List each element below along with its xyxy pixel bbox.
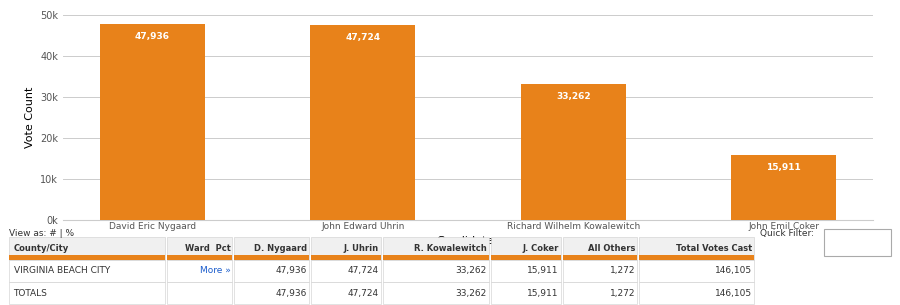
Text: 146,105: 146,105 [716, 266, 752, 275]
X-axis label: Candidates: Candidates [436, 235, 500, 246]
FancyBboxPatch shape [639, 282, 754, 304]
FancyBboxPatch shape [166, 282, 232, 304]
Text: Total Votes Cast: Total Votes Cast [676, 244, 752, 253]
Text: 15,911: 15,911 [527, 289, 559, 298]
FancyBboxPatch shape [382, 255, 489, 260]
Text: TOTALS: TOTALS [14, 289, 48, 298]
FancyBboxPatch shape [491, 282, 561, 304]
Text: 47,936: 47,936 [275, 266, 307, 275]
FancyBboxPatch shape [639, 238, 754, 260]
Text: All Others: All Others [588, 244, 635, 253]
FancyBboxPatch shape [310, 260, 381, 282]
FancyBboxPatch shape [562, 238, 637, 260]
FancyBboxPatch shape [562, 260, 637, 282]
FancyBboxPatch shape [9, 238, 165, 260]
Text: 47,936: 47,936 [135, 32, 170, 41]
FancyBboxPatch shape [9, 255, 165, 260]
Text: 1,272: 1,272 [610, 289, 635, 298]
Text: J. Coker: J. Coker [523, 244, 559, 253]
Text: More »: More » [200, 266, 230, 275]
FancyBboxPatch shape [491, 238, 561, 260]
Bar [100, 24, 205, 220]
Text: 47,936: 47,936 [275, 289, 307, 298]
Text: R. Kowalewitch: R. Kowalewitch [414, 244, 487, 253]
Text: 15,911: 15,911 [766, 163, 801, 172]
FancyBboxPatch shape [824, 229, 891, 256]
Text: 33,262: 33,262 [556, 92, 590, 101]
Bar [520, 84, 625, 220]
FancyBboxPatch shape [382, 238, 489, 260]
FancyBboxPatch shape [234, 255, 309, 260]
Text: County/City: County/City [14, 244, 68, 253]
Bar [310, 24, 416, 220]
FancyBboxPatch shape [310, 255, 381, 260]
FancyBboxPatch shape [639, 260, 754, 282]
Text: 33,262: 33,262 [455, 266, 487, 275]
FancyBboxPatch shape [310, 282, 381, 304]
FancyBboxPatch shape [9, 260, 165, 282]
FancyBboxPatch shape [562, 282, 637, 304]
Text: 146,105: 146,105 [716, 289, 752, 298]
Text: VIRGINIA BEACH CITY: VIRGINIA BEACH CITY [14, 266, 110, 275]
FancyBboxPatch shape [382, 282, 489, 304]
Text: View as: # | %: View as: # | % [9, 229, 74, 238]
Text: Ward  Pct: Ward Pct [184, 244, 230, 253]
Text: 33,262: 33,262 [455, 289, 487, 298]
Text: 47,724: 47,724 [347, 266, 379, 275]
FancyBboxPatch shape [166, 260, 232, 282]
FancyBboxPatch shape [491, 260, 561, 282]
FancyBboxPatch shape [234, 238, 309, 260]
FancyBboxPatch shape [639, 255, 754, 260]
FancyBboxPatch shape [166, 238, 232, 260]
Text: 1,272: 1,272 [610, 266, 635, 275]
FancyBboxPatch shape [382, 260, 489, 282]
Text: D. Nygaard: D. Nygaard [254, 244, 307, 253]
FancyBboxPatch shape [234, 260, 309, 282]
Text: J. Uhrin: J. Uhrin [344, 244, 379, 253]
Text: 47,724: 47,724 [347, 289, 379, 298]
FancyBboxPatch shape [9, 282, 165, 304]
FancyBboxPatch shape [562, 255, 637, 260]
Y-axis label: Vote Count: Vote Count [24, 87, 34, 148]
Text: 15,911: 15,911 [527, 266, 559, 275]
FancyBboxPatch shape [234, 282, 309, 304]
Text: 47,724: 47,724 [346, 33, 381, 42]
FancyBboxPatch shape [491, 255, 561, 260]
Text: Quick Filter:: Quick Filter: [760, 229, 814, 238]
FancyBboxPatch shape [166, 255, 232, 260]
Bar [731, 155, 836, 220]
FancyBboxPatch shape [310, 238, 381, 260]
